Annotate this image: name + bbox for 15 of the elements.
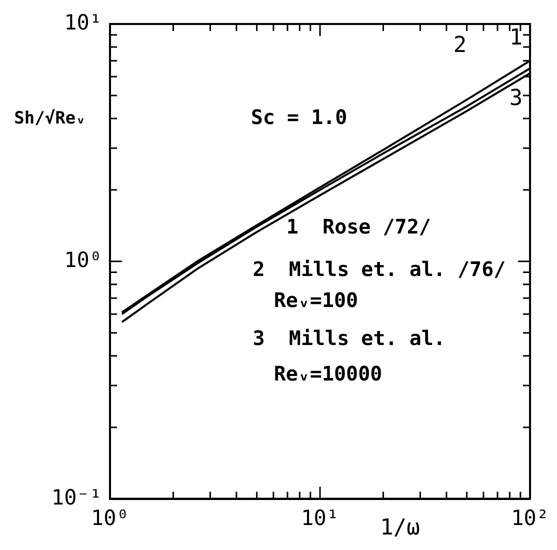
annotation: Reᵥ=10000 — [274, 362, 382, 386]
annotation: Sc = 1.0 — [250, 105, 348, 130]
legend-label: 1 — [509, 25, 523, 50]
annotation: 3 Mills et. al. — [252, 326, 446, 350]
annotation: 2 Mills et. al. /76/ — [252, 257, 506, 282]
x-tick-label: 10² — [511, 506, 550, 530]
y-axis-title: Sh/√Reᵥ — [14, 108, 86, 128]
legend-label: 3 — [509, 86, 523, 112]
annotation: Reᵥ=100 — [274, 288, 358, 312]
legend-label: 2 — [453, 33, 467, 58]
x-tick-label: 10¹ — [301, 506, 339, 530]
annotation: 1 Rose /72/ — [286, 214, 431, 238]
x-axis-title: 1/ω — [380, 516, 420, 541]
y-tick-label: 10⁰ — [64, 248, 102, 272]
y-tick-label: 10¹ — [64, 10, 102, 34]
